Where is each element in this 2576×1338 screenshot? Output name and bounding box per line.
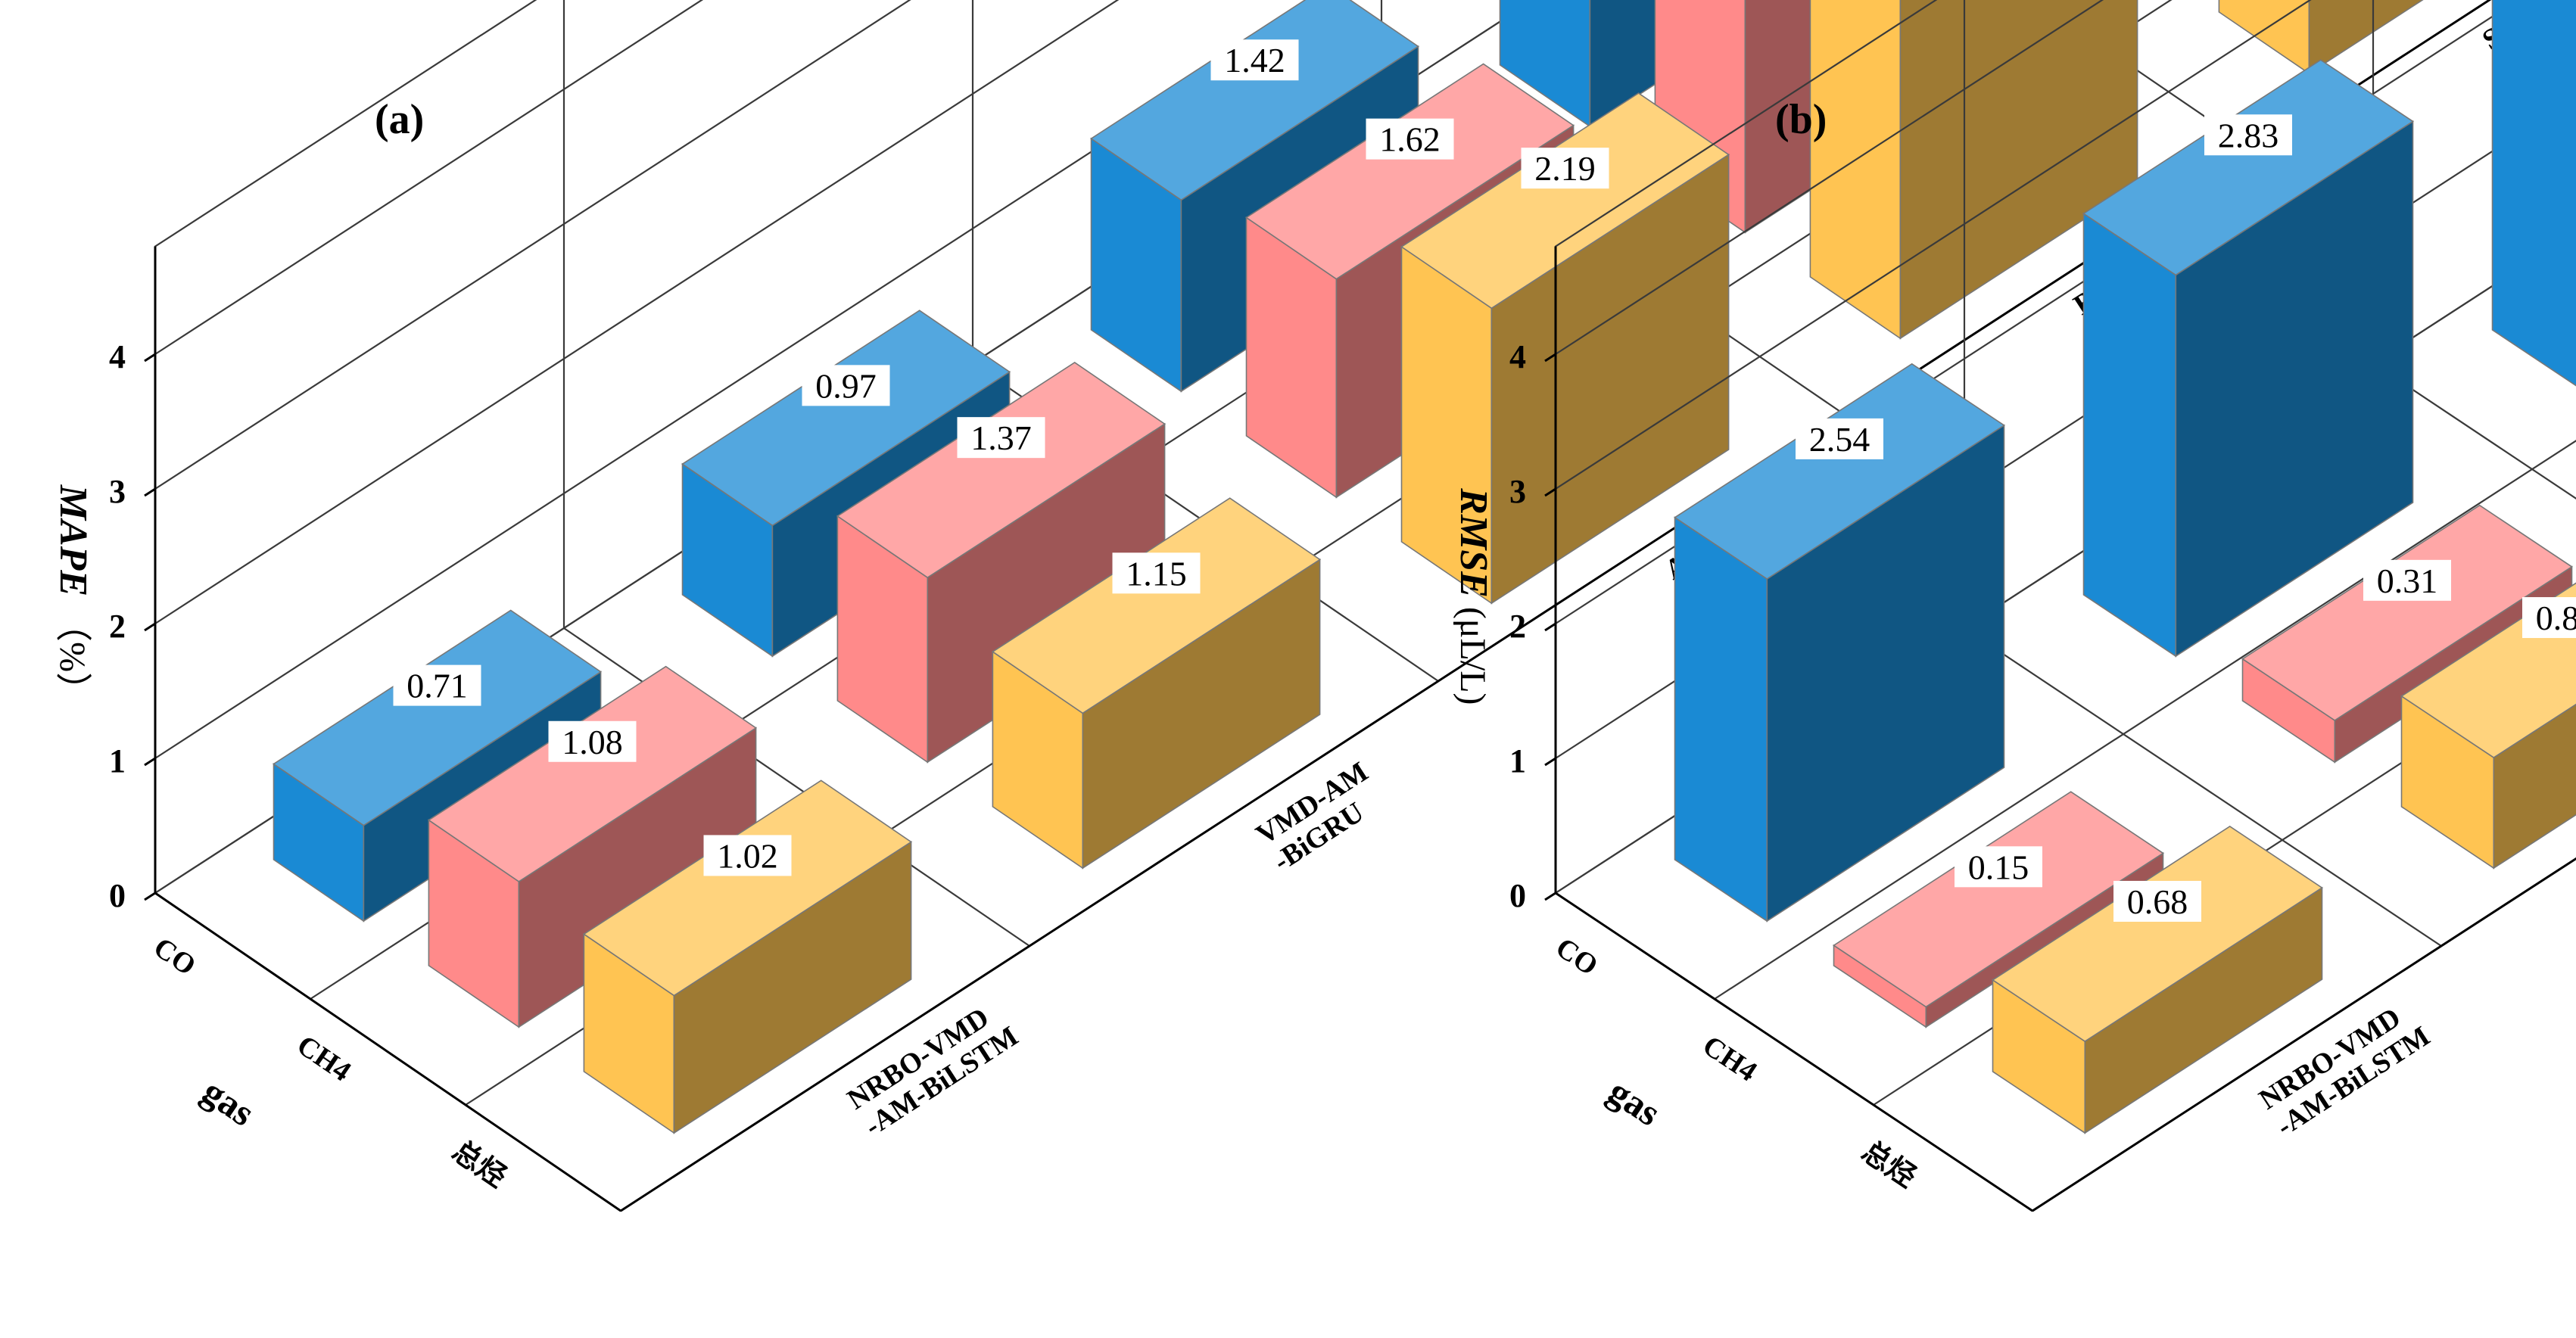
y-tick-label: 0 — [109, 877, 126, 914]
y-tick-label: 0 — [1509, 877, 1526, 914]
y-tick-mark — [1545, 624, 1556, 630]
bar-value-label: 1.08 — [549, 721, 637, 762]
bar-value-label-text: 1.02 — [717, 836, 778, 875]
bar-value-label: 0.82 — [2522, 597, 2576, 638]
y-tick-label: 2 — [1509, 608, 1526, 645]
bar-face-front — [1810, 0, 1900, 338]
model-tick-label: NRBO-VMD-AM-BiLSTM — [842, 994, 1023, 1143]
y-tick-mark — [1545, 893, 1556, 900]
gas-tick-label: 总烃 — [1856, 1135, 1922, 1193]
bar-value-label-text: 0.68 — [2127, 882, 2188, 921]
bar-value-label: 0.31 — [2363, 560, 2451, 601]
bar-value-label: 1.02 — [704, 835, 792, 876]
gas-tick-label: CH4 — [291, 1029, 357, 1088]
bar-value-label: 1.62 — [1366, 119, 1454, 160]
model-tick-label: VMD-AM-BiGRU — [1251, 756, 1391, 878]
bar-value-label: 2.83 — [2204, 114, 2292, 155]
y-tick-label: 4 — [1509, 338, 1526, 375]
y-tick-mark — [1545, 758, 1556, 765]
y-tick-mark — [145, 624, 155, 630]
gas-axis-title: gas — [1601, 1069, 1668, 1134]
bar-value-label-text: 0.82 — [2536, 599, 2576, 637]
y-tick-label: 4 — [109, 338, 126, 375]
y-axis-title-name: RMSE — [1452, 487, 1495, 598]
y-tick-mark — [145, 758, 155, 765]
gas-axis-title: gas — [195, 1069, 263, 1134]
bar-value-label-text: 2.19 — [1534, 149, 1596, 188]
bar-face-front — [2219, 0, 2309, 73]
gas-tick-label: CO — [148, 932, 201, 982]
y-tick-label: 3 — [1509, 473, 1526, 510]
bar-value-label: 1.37 — [958, 417, 1045, 458]
bar-value-label-text: 1.42 — [1224, 41, 1285, 79]
bar-value-label: 0.97 — [802, 365, 890, 406]
bar-value-label-text: 0.15 — [1968, 848, 2029, 886]
bar — [2493, 0, 2576, 391]
bar-value-label-text: 2.83 — [2218, 116, 2279, 154]
bar-value-label-text: 0.97 — [815, 366, 877, 405]
y-axis-title-unit: (μL/L) — [1453, 607, 1493, 705]
model-tick-label: NRBO-VMD-AM-BiLSTM — [2254, 994, 2435, 1143]
bar-value-label: 1.42 — [1211, 39, 1299, 80]
bar-face-front — [2084, 213, 2176, 656]
bar-value-label: 0.15 — [1955, 846, 2042, 887]
bar-value-label-text: 2.54 — [1809, 420, 1870, 459]
bar-value-label-text: 0.71 — [406, 667, 468, 705]
bar-value-label: 0.68 — [2113, 881, 2201, 922]
bar-value-label: 0.71 — [394, 665, 481, 706]
bar-value-label: 2.19 — [1522, 148, 1609, 188]
bar-face-front — [1675, 518, 1768, 921]
gas-tick-label: CO — [1550, 932, 1604, 982]
y-tick-mark — [145, 893, 155, 900]
y-tick-label: 1 — [1509, 742, 1526, 779]
bar-value-label-text: 1.37 — [970, 419, 1032, 457]
y-tick-label: 1 — [109, 742, 126, 779]
bar-face-front — [2493, 0, 2576, 391]
y-tick-label: 3 — [109, 473, 126, 510]
bar-value-label-text: 1.08 — [562, 723, 623, 761]
y-axis-title: MAPE （%） — [51, 484, 95, 708]
bar-value-label-text: 1.15 — [1126, 554, 1187, 593]
gas-tick-label: CH4 — [1697, 1029, 1763, 1088]
y-tick-mark — [145, 489, 155, 496]
y-axis-title-unit: （%） — [52, 605, 92, 708]
y-axis-title: RMSE (μL/L) — [1452, 487, 1495, 705]
panel-label: (b) — [1775, 96, 1827, 143]
bar-value-label-text: 0.31 — [2377, 562, 2438, 600]
panel-label: (a) — [375, 96, 424, 143]
y-axis-title-name: MAPE — [51, 484, 95, 596]
bar-value-label-text: 1.62 — [1379, 120, 1441, 159]
bar-value-label: 2.54 — [1796, 419, 1883, 459]
y-tick-label: 2 — [109, 608, 126, 645]
y-tick-mark — [145, 354, 155, 361]
gas-tick-label: 总烃 — [447, 1135, 512, 1194]
bar-value-label: 1.15 — [1113, 552, 1201, 593]
